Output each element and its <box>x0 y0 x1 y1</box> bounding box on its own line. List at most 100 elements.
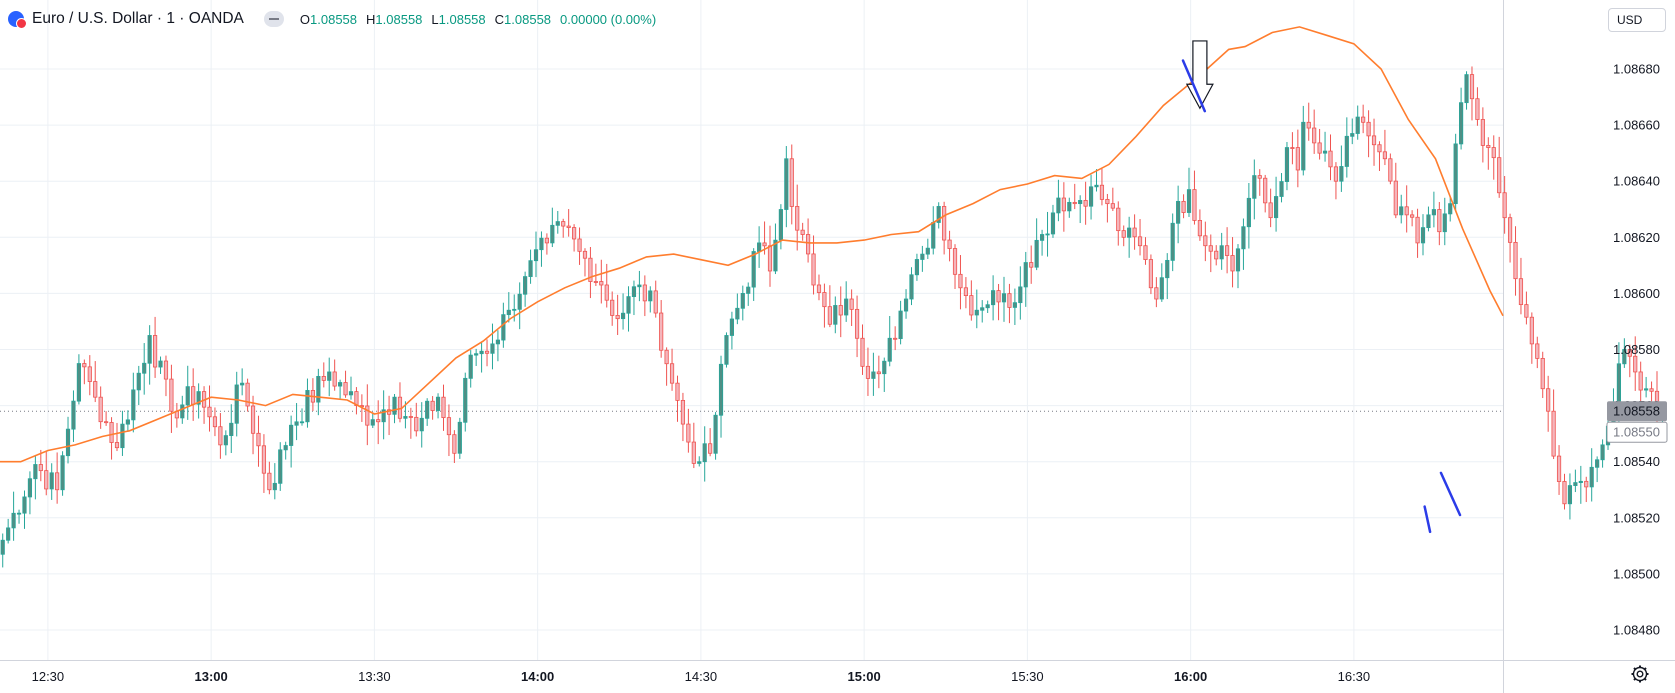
candle-body <box>120 423 125 449</box>
candle-body <box>708 443 713 454</box>
candle-body <box>1121 230 1126 238</box>
candle-bullish <box>1322 131 1328 162</box>
candle-body <box>1622 349 1627 365</box>
candle-body <box>1023 262 1028 288</box>
candle-bullish <box>1448 196 1453 222</box>
candle-body <box>1464 74 1469 104</box>
candle-bearish <box>1143 237 1148 265</box>
price-tick-label: 1.08580 <box>1613 342 1660 357</box>
candle-bullish <box>1600 439 1605 468</box>
candle-bearish <box>854 295 860 358</box>
candle-body <box>403 416 408 419</box>
candle-bearish <box>615 294 620 336</box>
time-tick-label: 16:00 <box>1174 669 1207 684</box>
candle-bullish <box>305 378 310 428</box>
candle-bearish <box>1333 162 1339 200</box>
candle-body <box>1589 466 1594 488</box>
candle-bullish <box>718 355 724 438</box>
candle-body <box>1556 455 1562 482</box>
candle-bullish <box>272 463 277 500</box>
candle-bearish <box>1110 187 1115 212</box>
eye-toggle-icon[interactable] <box>263 11 284 27</box>
candle-bullish <box>142 343 147 395</box>
candle-body <box>218 426 223 446</box>
candle-bearish <box>942 201 947 255</box>
candle-bullish <box>392 394 397 424</box>
candle-body <box>811 253 816 286</box>
candle-bullish <box>844 281 849 322</box>
candle-bearish <box>1295 129 1300 188</box>
candle-bullish <box>1034 218 1039 271</box>
candle-body <box>419 417 424 432</box>
candle-bullish <box>1399 194 1404 224</box>
candle-bearish <box>1137 219 1143 256</box>
candle-body <box>1333 166 1339 182</box>
candle-bearish <box>408 407 413 439</box>
candle-bearish <box>1072 183 1077 210</box>
candle-bullish <box>1094 169 1099 192</box>
candle-bearish <box>1410 210 1415 227</box>
candle-body <box>1290 147 1295 149</box>
candle-bearish <box>93 361 98 403</box>
candle-body <box>1197 220 1202 237</box>
candle-bearish <box>1371 118 1377 166</box>
candle-body <box>1099 184 1105 200</box>
candle-body <box>523 276 528 295</box>
price-tick-label: 1.08660 <box>1613 118 1660 133</box>
candle-body <box>952 248 958 275</box>
candle-body <box>550 224 555 244</box>
candle-body <box>1573 482 1578 486</box>
candle-body <box>343 382 348 396</box>
candle-bearish <box>642 275 647 317</box>
candle-bullish <box>914 253 920 281</box>
candle-bearish <box>82 359 87 385</box>
candle-bearish <box>1197 209 1202 241</box>
candle-bearish <box>811 235 816 295</box>
candle-bearish <box>849 289 854 326</box>
symbol-title[interactable]: Euro / U.S. Dollar · 1 · OANDA <box>32 10 244 27</box>
gear-icon[interactable] <box>1630 664 1650 684</box>
time-tick-label: 14:00 <box>521 669 554 684</box>
candle-body <box>1208 245 1213 252</box>
candle-bullish <box>506 292 511 323</box>
candle-bearish <box>1061 182 1066 232</box>
candle-bullish <box>1176 185 1181 244</box>
candle-bearish <box>55 452 60 504</box>
candle-body <box>1366 121 1371 137</box>
candle-bearish <box>1257 169 1262 196</box>
candle-bearish <box>1633 336 1638 391</box>
candle-body <box>1186 189 1192 213</box>
candle-body <box>6 527 11 541</box>
currency-select[interactable]: USD <box>1608 8 1666 32</box>
candle-bullish <box>136 365 141 406</box>
candle-bearish <box>1491 135 1496 180</box>
ohlc-open: O1.08558 <box>299 11 358 27</box>
candle-body <box>789 158 794 207</box>
candle-body <box>180 404 185 419</box>
candle-bullish <box>833 296 838 334</box>
candle-bullish <box>1459 87 1464 150</box>
candle-bearish <box>452 430 457 464</box>
candle-body <box>27 478 33 498</box>
candle-body <box>844 298 849 316</box>
candle-body <box>506 309 511 316</box>
candle-bullish <box>185 365 190 420</box>
candle-bearish <box>860 324 865 375</box>
candle-body <box>1529 316 1534 345</box>
candle-bearish <box>343 370 348 398</box>
candle-body <box>76 363 81 402</box>
candle-body <box>495 339 501 345</box>
candle-body <box>637 284 642 288</box>
candle-bearish <box>659 300 664 358</box>
candle-bullish <box>909 267 914 306</box>
price-axis: 1.08680 1.08660 1.08640 1.08620 1.08600 1.085… <box>1606 62 1668 638</box>
candle-body <box>425 400 430 419</box>
candle-body <box>22 496 27 514</box>
candle-bearish <box>1328 134 1333 181</box>
candle-bullish <box>697 456 702 467</box>
candle-bearish <box>996 283 1001 321</box>
candle-body <box>1562 481 1567 505</box>
candle-bullish <box>1301 105 1306 176</box>
candle-body <box>98 396 103 423</box>
